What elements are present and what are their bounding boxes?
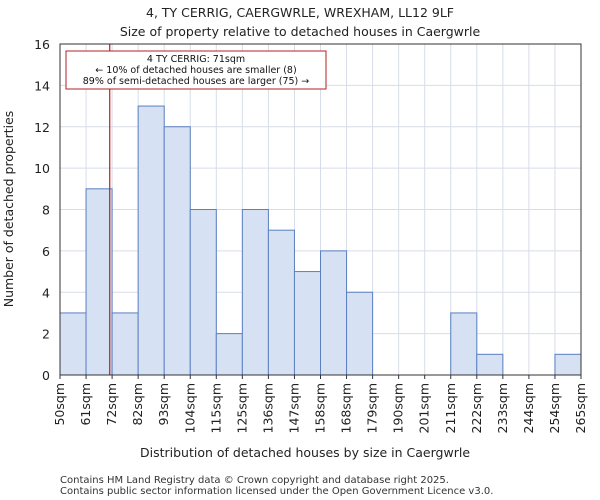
histogram-bar	[450, 312, 478, 376]
x-tick-label: 201sqm	[417, 383, 432, 433]
histogram-bar	[189, 209, 217, 376]
histogram-bar	[163, 126, 191, 376]
x-axis-ticks: 50sqm 61sqm 72sqm 82sqm 93sqm 104sqm 115sqm 125…	[52, 375, 588, 433]
annotation-line1: 4 TY CERRIG: 71sqm	[147, 54, 245, 65]
x-tick-label: 168sqm	[339, 383, 354, 433]
x-tick-label: 115sqm	[208, 383, 223, 433]
y-tick-label: 12	[34, 120, 50, 135]
x-tick-label: 147sqm	[286, 383, 301, 433]
histogram-bar	[346, 291, 374, 376]
x-axis-label: Distribution of detached houses by size …	[140, 445, 470, 460]
histogram-bar	[267, 229, 295, 376]
histogram-bar	[554, 353, 582, 376]
x-tick-label: 136sqm	[260, 383, 275, 433]
annotation-box: 4 TY CERRIG: 71sqm ← 10% of detached hou…	[65, 50, 327, 90]
x-tick-label: 254sqm	[547, 383, 562, 433]
bars	[59, 105, 582, 376]
x-tick-label: 93sqm	[156, 383, 171, 426]
footer-line1: Contains HM Land Registry data © Crown c…	[60, 475, 449, 486]
histogram-bar	[320, 250, 348, 376]
x-tick-label: 50sqm	[52, 383, 67, 426]
x-tick-label: 211sqm	[443, 383, 458, 433]
x-tick-label: 265sqm	[573, 383, 588, 433]
x-tick-label: 82sqm	[130, 383, 145, 426]
y-tick-label: 6	[42, 244, 50, 259]
chart-title-line1: 4, TY CERRIG, CAERGWRLE, WREXHAM, LL12 9…	[146, 5, 454, 20]
footer-line2: Contains public sector information licen…	[60, 486, 493, 497]
annotation-frame	[65, 50, 327, 90]
y-tick-label: 16	[34, 37, 50, 52]
plot-frame	[59, 43, 582, 376]
y-axis-ticks: 0 2 4 6 8 10 12 14 16	[34, 37, 50, 383]
x-tick-label: 72sqm	[104, 383, 119, 426]
x-tick-label: 61sqm	[78, 383, 93, 426]
histogram-bar	[59, 312, 87, 376]
histogram-bar	[215, 333, 243, 376]
x-tick-label: 179sqm	[365, 383, 380, 433]
histogram-bar	[85, 188, 113, 376]
y-axis-label: Number of detached properties	[1, 111, 16, 308]
histogram-bar	[111, 312, 139, 376]
histogram-bar	[293, 271, 322, 376]
y-tick-label: 10	[34, 161, 50, 176]
annotation-line2: ← 10% of detached houses are smaller (8)	[95, 65, 296, 76]
y-tick-label: 0	[42, 368, 50, 383]
x-tick-label: 222sqm	[469, 383, 484, 433]
histogram-bar	[476, 353, 504, 376]
x-tick-label: 158sqm	[313, 383, 328, 433]
x-tick-label: 233sqm	[495, 383, 510, 433]
x-tick-label: 104sqm	[182, 383, 197, 433]
histogram-bar	[241, 209, 269, 376]
y-tick-label: 8	[42, 203, 50, 218]
y-tick-label: 14	[34, 78, 50, 93]
x-tick-label: 125sqm	[234, 383, 249, 433]
x-tick-label: 190sqm	[391, 383, 406, 433]
x-tick-label: 244sqm	[521, 383, 536, 433]
histogram-bar	[137, 105, 165, 376]
y-tick-label: 4	[42, 285, 50, 300]
annotation-line3: 89% of semi-detached houses are larger (…	[83, 76, 310, 87]
y-tick-label: 2	[42, 327, 50, 342]
chart-title-line2: Size of property relative to detached ho…	[120, 24, 481, 39]
